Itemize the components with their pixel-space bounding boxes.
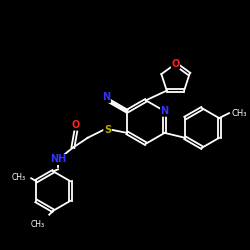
Text: N: N — [102, 92, 110, 102]
Text: N: N — [160, 106, 169, 116]
Text: O: O — [72, 120, 80, 130]
Text: S: S — [104, 125, 111, 135]
Text: CH₃: CH₃ — [232, 109, 248, 118]
Text: NH: NH — [50, 154, 66, 164]
Text: O: O — [171, 59, 179, 69]
Text: CH₃: CH₃ — [30, 220, 44, 228]
Text: CH₃: CH₃ — [11, 173, 25, 182]
